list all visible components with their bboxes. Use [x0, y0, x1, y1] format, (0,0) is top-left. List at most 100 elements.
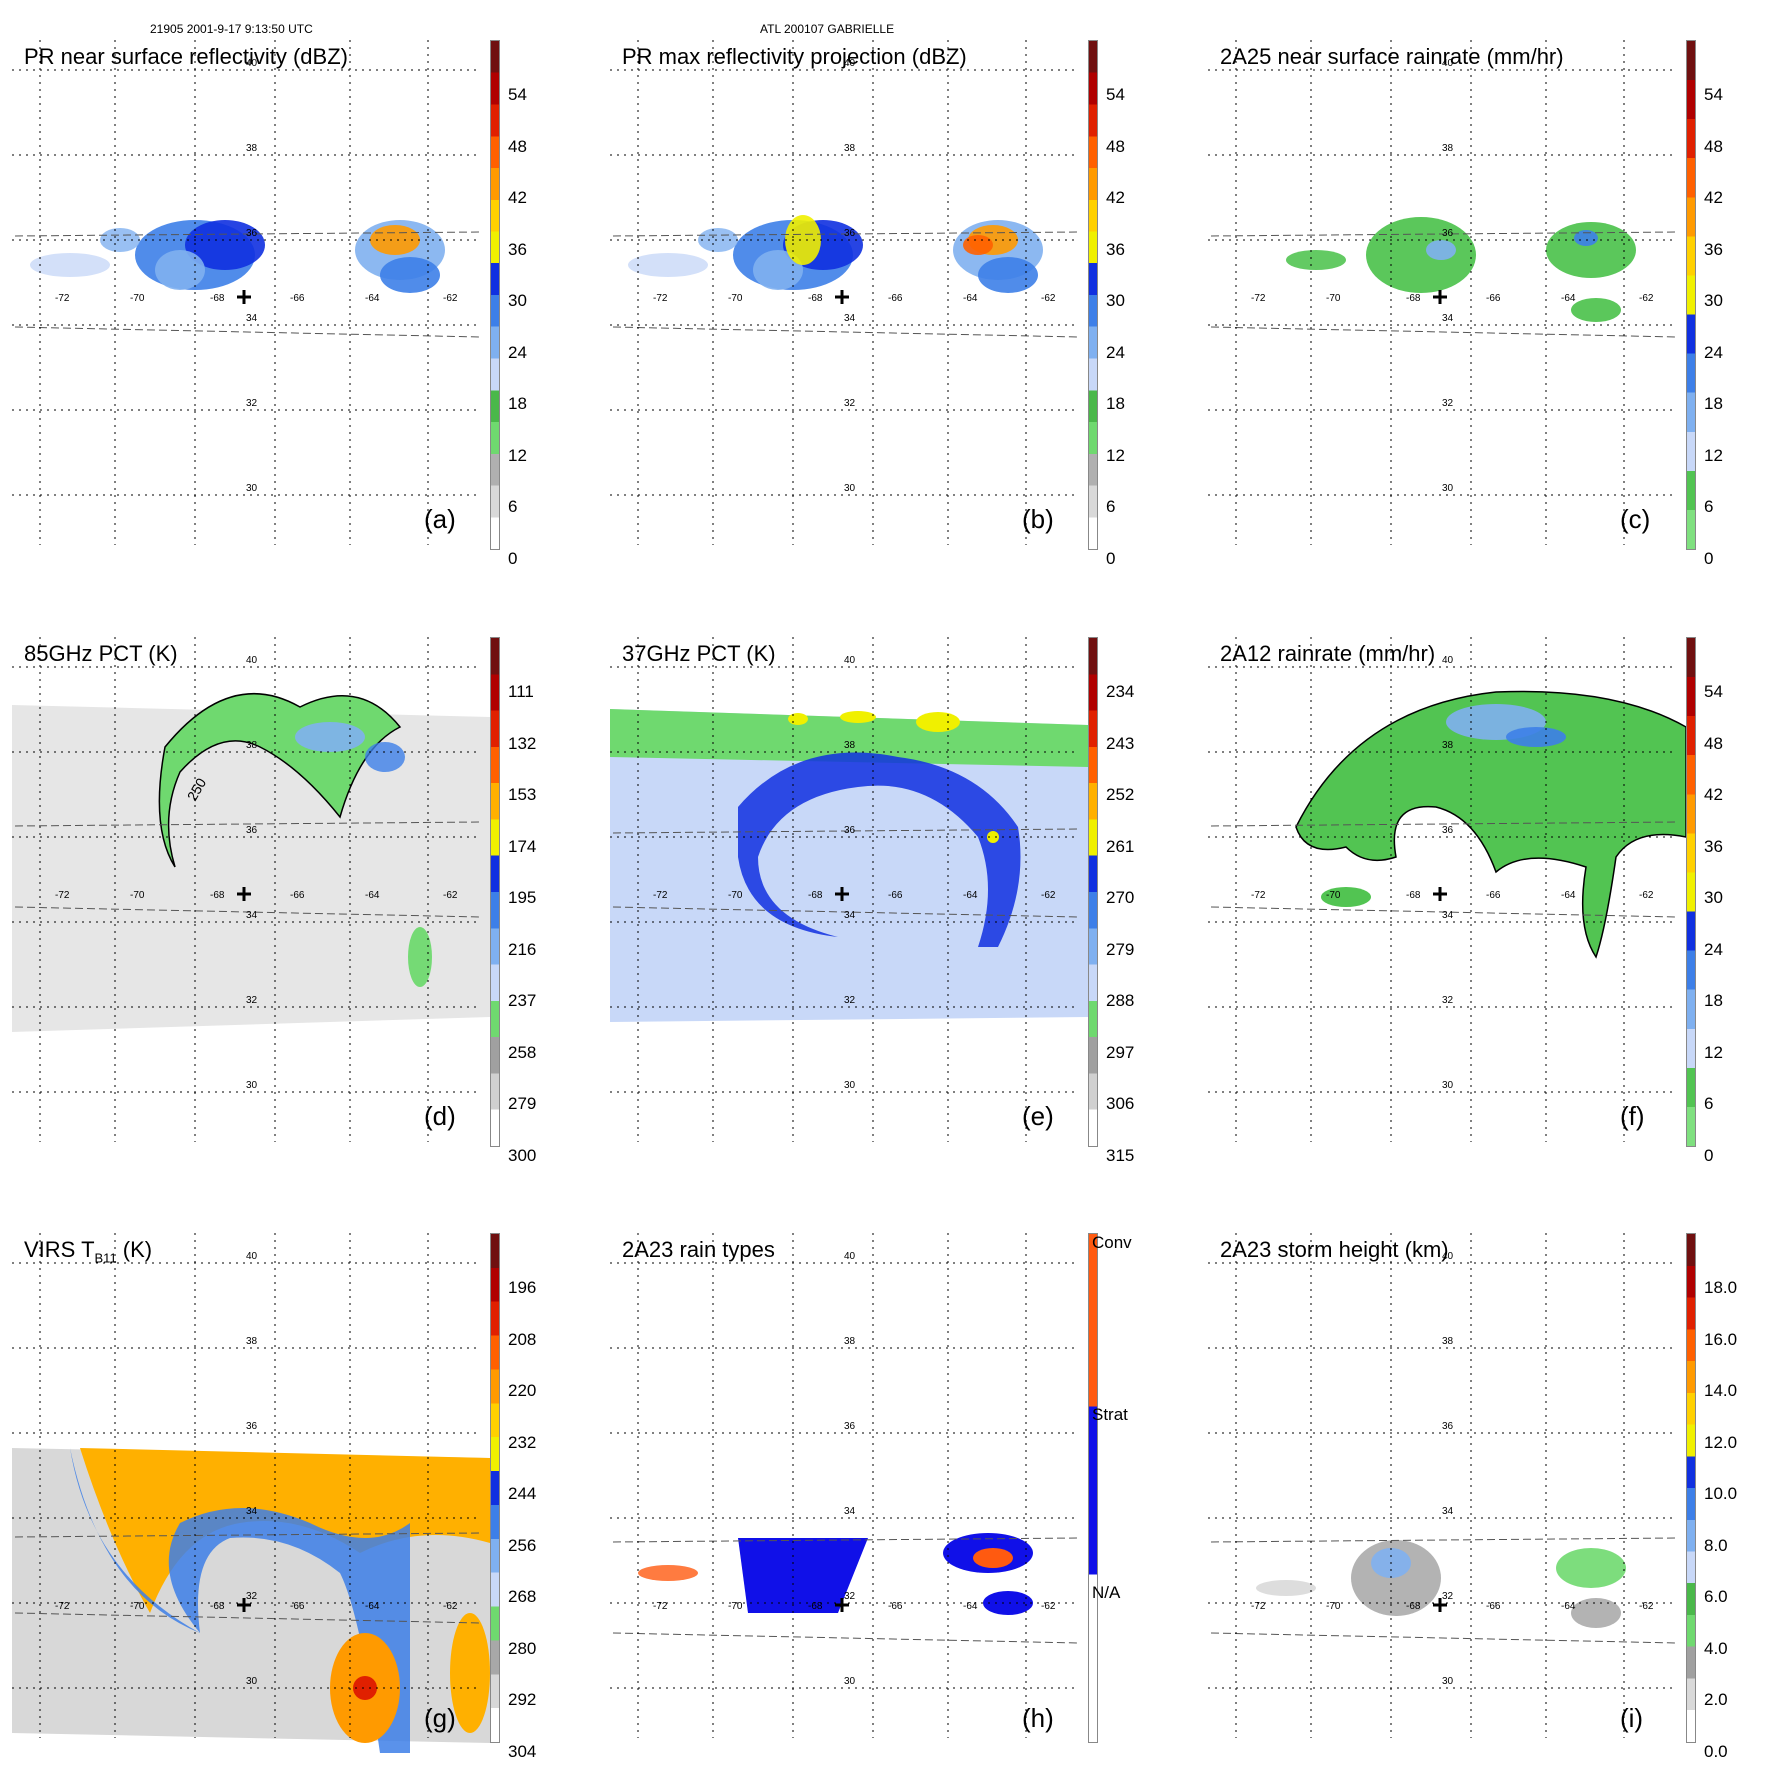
panel-letter-label: (c): [1620, 504, 1651, 534]
lat-label: 40: [246, 655, 258, 666]
lon-label: -66: [888, 293, 903, 304]
colorbar: [1686, 637, 1696, 1147]
lon-label: -68: [210, 1601, 225, 1612]
colorbar-tick-label: 12: [508, 445, 527, 465]
field-map-h: [610, 1233, 1079, 1738]
panel-title: PR max reflectivity projection (dBZ): [622, 44, 967, 69]
lon-label: -70: [130, 1601, 145, 1612]
lon-label: -66: [290, 293, 305, 304]
colorbar-tick-label: 216: [508, 939, 537, 959]
lon-label: -62: [1639, 890, 1654, 901]
lat-label: 30: [844, 1676, 856, 1687]
field-map-d: 250: [12, 637, 490, 1142]
colorbar-tick-label: 36: [1704, 239, 1723, 259]
lon-label: -64: [1561, 890, 1576, 901]
colorbar: [490, 1233, 500, 1743]
panel-title: 2A12 rainrate (mm/hr): [1220, 641, 1436, 666]
colorbar-tick-label: 280: [508, 1638, 537, 1658]
colorbar-tick-label: 279: [508, 1094, 537, 1113]
lat-label: 30: [1442, 483, 1454, 494]
lat-label: 32: [246, 398, 258, 409]
colorbar-tick-label: 0.0: [1704, 1741, 1728, 1761]
colorbar-tick-label: 12.0: [1704, 1432, 1738, 1452]
colorbar-tick-label: 315: [1106, 1145, 1135, 1165]
colorbar-tick-label: 10.0: [1704, 1484, 1738, 1503]
lon-label: -70: [1326, 890, 1341, 901]
colorbar-tick-label: 243: [1106, 733, 1135, 753]
lon-label: -72: [653, 890, 668, 901]
lon-label: -72: [55, 1601, 70, 1612]
colorbar-tick-label: 306: [1106, 1094, 1135, 1113]
lon-label: -68: [210, 890, 225, 901]
colorbar-tick-label: 6: [508, 497, 518, 516]
lat-label: 34: [844, 910, 856, 921]
lat-label: 34: [1442, 910, 1454, 921]
colorbar-tick-label: 54: [1704, 682, 1723, 701]
storm-name-header: ATL 200107 GABRIELLE: [760, 22, 895, 36]
panel-title: 2A25 near surface rainrate (mm/hr): [1220, 44, 1564, 69]
panel-2a23-rain-types: -72 -70 -68 -66 -64 -62 40 38 36 34 32 30 2A23 rain …: [598, 1193, 1188, 1771]
lat-label: 38: [844, 143, 856, 154]
lat-label: 32: [1442, 995, 1454, 1006]
lat-label: 34: [844, 1506, 856, 1517]
storm-center-marker: [237, 1598, 251, 1612]
panel-letter-label: (a): [424, 504, 456, 534]
colorbar-tick-label: 232: [508, 1432, 537, 1452]
lat-label: 36: [246, 825, 258, 836]
colorbar-tick-label: 54: [508, 85, 527, 104]
lat-label: 30: [246, 483, 258, 494]
colorbar-tick-label: 18.0: [1704, 1278, 1738, 1297]
colorbar-tick-label: 220: [508, 1381, 537, 1400]
lat-label: 40: [1442, 655, 1454, 666]
panel-letter-label: (b): [1022, 504, 1054, 534]
lat-label: 38: [246, 1336, 258, 1347]
panel-letter-label: (d): [424, 1101, 456, 1131]
colorbar-tick-label: 0: [1704, 1145, 1714, 1165]
colorbar-tick-label: 48: [508, 136, 527, 156]
colorbar-tick-label: 12: [1106, 445, 1125, 465]
colorbar-tick-label: 279: [1106, 939, 1135, 959]
colorbar-tick-label: N/A: [1092, 1583, 1121, 1602]
field-map-e: [610, 637, 1088, 1142]
colorbar-tick-label: Strat: [1092, 1405, 1128, 1424]
lon-label: -68: [808, 890, 823, 901]
lon-label: -68: [808, 1601, 823, 1612]
lon-label: -64: [1561, 1601, 1576, 1612]
panel-letter-label: (e): [1022, 1101, 1054, 1131]
lat-label: 38: [844, 1336, 856, 1347]
lat-label: 34: [246, 313, 258, 324]
colorbar-tick-label: 42: [1704, 188, 1723, 207]
lat-label: 36: [844, 825, 856, 836]
colorbar-tick-label: 18: [508, 394, 527, 413]
panel-virs-tb11: -72 -70 -68 -66 -64 -62 40 38 36 34 32 30 VIRS TB11 …: [0, 1193, 590, 1771]
lat-label: 36: [1442, 825, 1454, 836]
colorbar-tick-label: 6: [1704, 497, 1714, 516]
lon-label: -66: [1486, 293, 1501, 304]
panel-title: 2A23 rain types: [622, 1237, 775, 1262]
colorbar-tick-label: 24: [1704, 939, 1723, 959]
storm-center-marker: [835, 290, 849, 304]
lat-label: 30: [1442, 1676, 1454, 1687]
colorbar-tick-label: 18: [1106, 394, 1125, 413]
lon-label: -68: [1406, 293, 1421, 304]
colorbar-tick-label: 42: [1106, 188, 1125, 207]
lat-label: 38: [1442, 1336, 1454, 1347]
colorbar-tick-label: 0: [1106, 548, 1116, 568]
colorbar-tick-label: 48: [1106, 136, 1125, 156]
colorbar-tick-label: 2.0: [1704, 1690, 1728, 1709]
colorbar-tick-label: 12: [1704, 1042, 1723, 1062]
colorbar: [1686, 1233, 1696, 1743]
lat-label: 36: [844, 228, 856, 239]
panel-title-main: VIRS T: [24, 1237, 95, 1262]
panel-letter-label: (h): [1022, 1703, 1054, 1733]
lon-label: -64: [963, 293, 978, 304]
colorbar-tick-label: 153: [508, 785, 537, 804]
lon-label: -64: [365, 293, 380, 304]
lon-label: -68: [808, 293, 823, 304]
colorbar-tick-label: 36: [1106, 239, 1125, 259]
lat-label: 36: [246, 228, 258, 239]
colorbar-tick-label: 18: [1704, 394, 1723, 413]
colorbar-tick-label: 54: [1106, 85, 1125, 104]
colorbar: [1088, 1233, 1098, 1743]
colorbar-tick-label: 14.0: [1704, 1381, 1738, 1400]
